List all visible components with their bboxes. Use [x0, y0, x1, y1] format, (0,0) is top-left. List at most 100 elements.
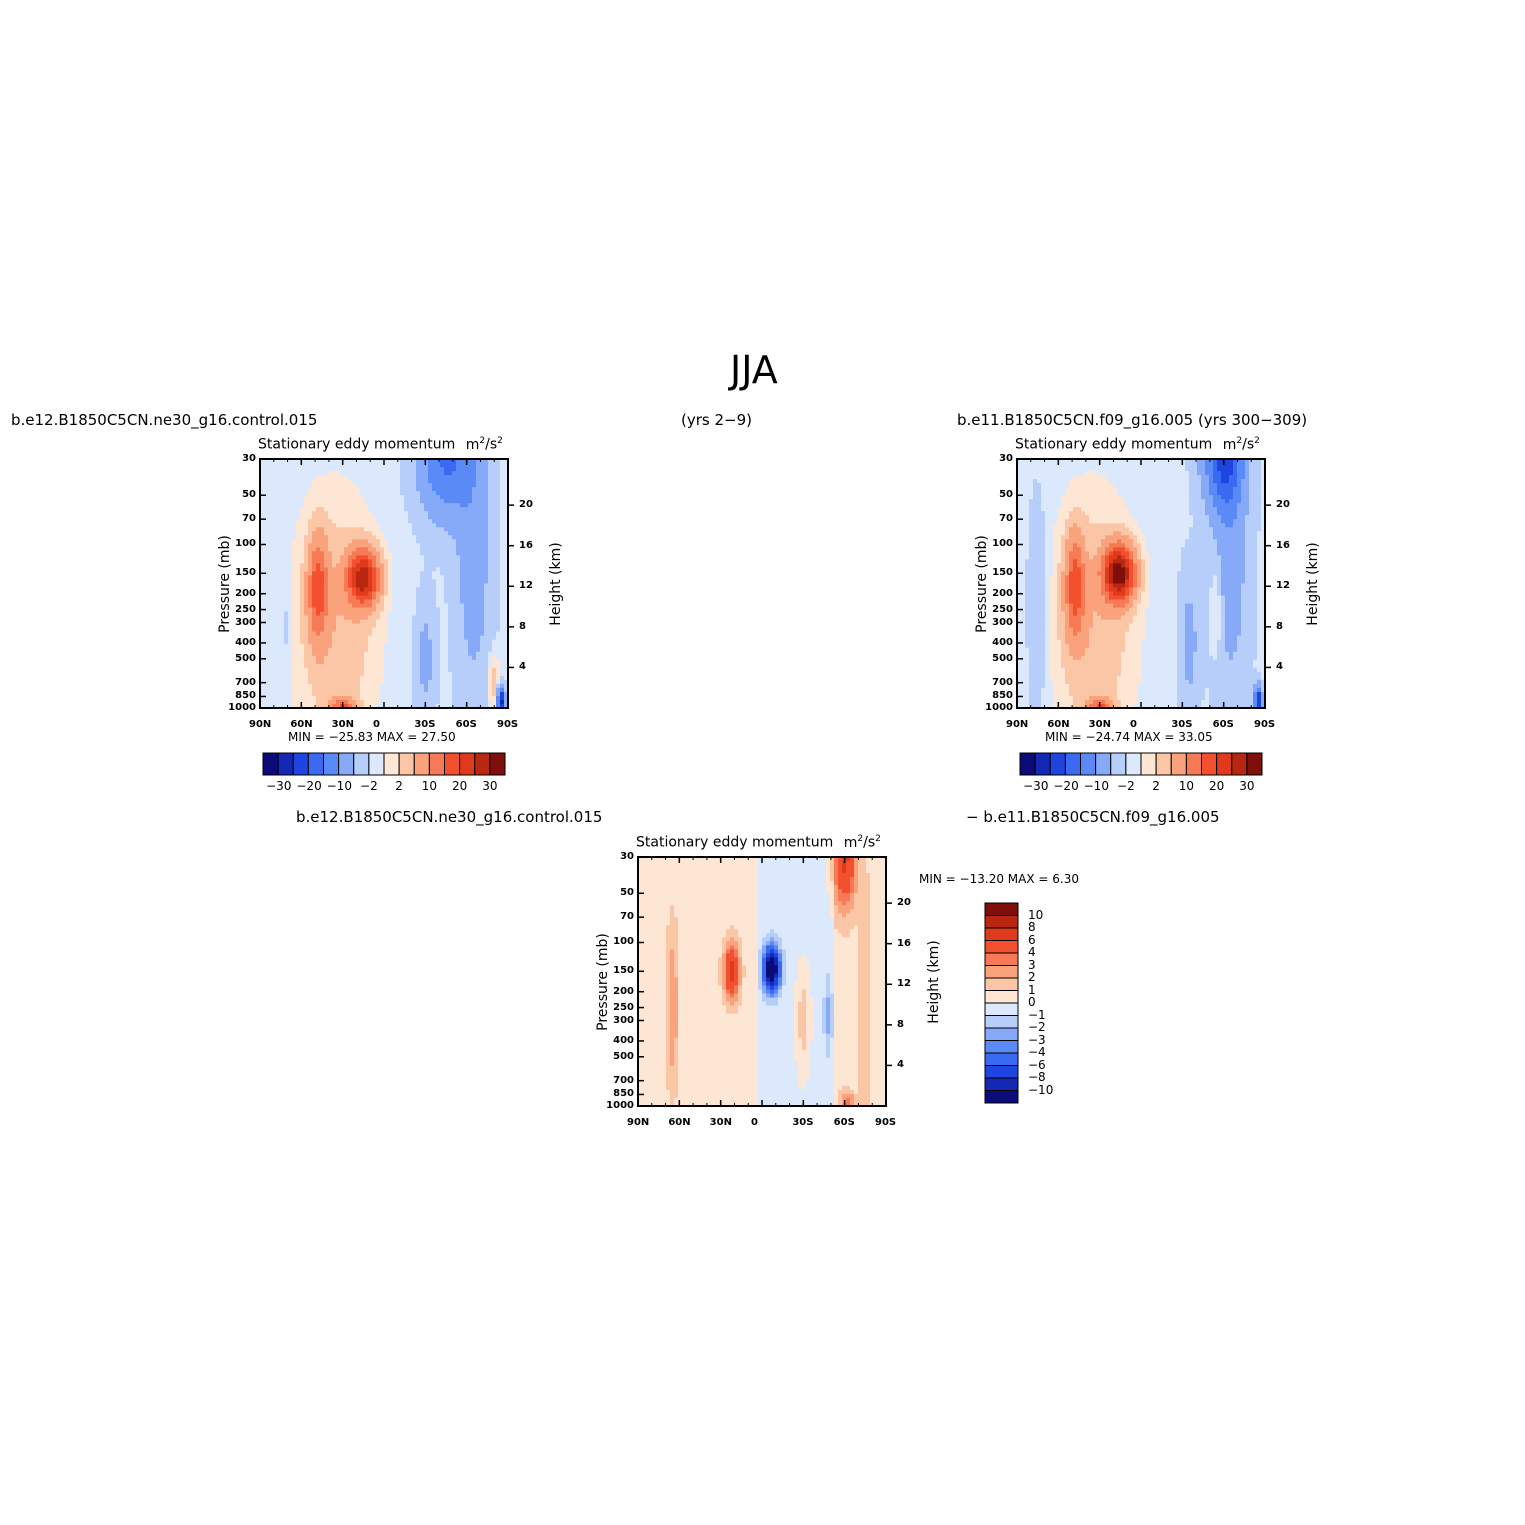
- heatmap-cell: [1073, 507, 1078, 512]
- heatmap-cell: [1193, 519, 1198, 524]
- heatmap-cell: [1173, 463, 1178, 468]
- heatmap-cell: [368, 643, 373, 649]
- heatmap-cell: [408, 667, 413, 673]
- heatmap-cell: [280, 559, 285, 565]
- heatmap-cell: [284, 579, 289, 585]
- heatmap-cell: [448, 467, 453, 472]
- heatmap-cell: [504, 579, 509, 585]
- heatmap-cell: [1153, 503, 1158, 508]
- heatmap-cell: [1109, 487, 1114, 492]
- heatmap-cell: [320, 619, 325, 625]
- heatmap-cell: [308, 631, 313, 637]
- heatmap-cell: [268, 675, 273, 681]
- heatmap-cell: [324, 695, 329, 701]
- heatmap-cell: [456, 587, 461, 593]
- heatmap-cell: [484, 595, 489, 601]
- heatmap-cell: [1161, 459, 1166, 464]
- heatmap-cell: [292, 631, 297, 637]
- heatmap-cell: [1125, 479, 1130, 484]
- heatmap-cell: [260, 659, 265, 665]
- heatmap-cell: [1225, 479, 1230, 484]
- heatmap-cell: [356, 599, 361, 605]
- heatmap-cell: [496, 611, 501, 617]
- heatmap-cell: [400, 571, 405, 577]
- heatmap-cell: [1189, 507, 1194, 512]
- heatmap-cell: [408, 527, 413, 532]
- heatmap-cell: [336, 543, 341, 548]
- heatmap-cell: [1209, 487, 1214, 492]
- heatmap-cell: [388, 551, 393, 556]
- heatmap-cell: [444, 611, 449, 617]
- heatmap-cell: [1017, 487, 1022, 492]
- heatmap-cell: [412, 519, 417, 524]
- heatmap-cell: [352, 575, 357, 581]
- heatmap-cell: [1065, 459, 1070, 464]
- heatmap-cell: [500, 595, 505, 601]
- heatmap-cell: [408, 671, 413, 677]
- heatmap-cell: [436, 543, 441, 548]
- heatmap-cell: [380, 499, 385, 504]
- heatmap-cell: [364, 619, 369, 625]
- heatmap-cell: [388, 467, 393, 472]
- heatmap-cell: [484, 483, 489, 488]
- heatmap-cell: [348, 635, 353, 641]
- heatmap-cell: [332, 619, 337, 625]
- heatmap-cell: [320, 507, 325, 512]
- heatmap-cell: [452, 667, 457, 673]
- heatmap-cell: [1217, 463, 1222, 468]
- heatmap-cell: [416, 695, 421, 701]
- heatmap-cell: [372, 695, 377, 701]
- heatmap-cell: [1105, 503, 1110, 508]
- heatmap-cell: [260, 647, 265, 653]
- heatmap-cell: [416, 623, 421, 629]
- heatmap-cell: [352, 583, 357, 589]
- heatmap-cell: [416, 583, 421, 589]
- heatmap-cell: [444, 459, 449, 464]
- heatmap-cell: [348, 683, 353, 689]
- heatmap-cell: [1117, 483, 1122, 488]
- heatmap-cell: [272, 683, 277, 689]
- heatmap-cell: [1065, 487, 1070, 492]
- heatmap-cell: [472, 583, 477, 589]
- heatmap-cell: [480, 683, 485, 689]
- heatmap-cell: [440, 503, 445, 508]
- heatmap-cell: [352, 491, 357, 496]
- heatmap-cell: [424, 531, 429, 536]
- heatmap-cell: [280, 671, 285, 677]
- heatmap-cell: [380, 587, 385, 593]
- heatmap-cell: [1165, 499, 1170, 504]
- heatmap-cell: [380, 567, 385, 573]
- heatmap-cell: [456, 671, 461, 677]
- heatmap-cell: [408, 543, 413, 548]
- heatmap-cell: [460, 663, 465, 669]
- heatmap-cell: [376, 503, 381, 508]
- heatmap-cell: [304, 507, 309, 512]
- heatmap-cell: [384, 503, 389, 508]
- heatmap-cell: [1073, 475, 1078, 480]
- heatmap-cell: [1149, 463, 1154, 468]
- heatmap-cell: [284, 503, 289, 508]
- heatmap-cell: [1049, 471, 1054, 476]
- heatmap-cell: [316, 607, 321, 613]
- heatmap-cell: [1261, 487, 1266, 492]
- heatmap-cell: [480, 651, 485, 657]
- heatmap-cell: [464, 655, 469, 661]
- heatmap-cell: [372, 679, 377, 685]
- heatmap-cell: [396, 571, 401, 577]
- heatmap-cell: [488, 687, 493, 693]
- heatmap-cell: [344, 619, 349, 625]
- heatmap-cell: [316, 515, 321, 520]
- heatmap-cell: [276, 527, 281, 532]
- heatmap-cell: [412, 527, 417, 532]
- heatmap-cell: [268, 543, 273, 548]
- heatmap-cell: [1101, 463, 1106, 468]
- heatmap-cell: [364, 687, 369, 693]
- heatmap-cell: [368, 651, 373, 657]
- heatmap-cell: [268, 699, 273, 705]
- heatmap-cell: [392, 523, 397, 528]
- heatmap-cell: [1093, 511, 1098, 516]
- heatmap-cell: [364, 639, 369, 645]
- heatmap-cell: [1033, 523, 1038, 528]
- heatmap-cell: [392, 599, 397, 605]
- heatmap-cell: [1145, 487, 1150, 492]
